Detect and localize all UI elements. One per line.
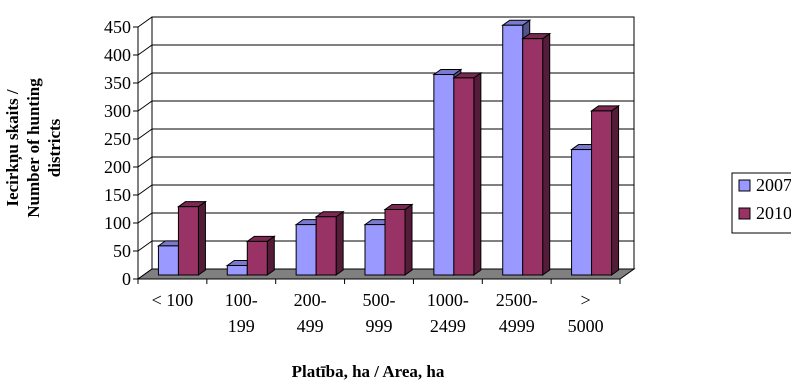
y-tick-label: 0 [122,269,131,289]
side-gridline [137,212,153,224]
x-tick-label-line: 1000- [427,290,469,310]
bar-front-face [246,240,268,276]
x-tick-label: 500- 999 [363,290,396,336]
y-tick-label: 200 [104,157,131,177]
bar-side-face [404,203,413,276]
bars [156,19,621,276]
x-tick-label-line: > [580,290,590,310]
y-tick-label: 300 [104,101,131,121]
side-gridline [137,72,153,84]
bar-side-face [266,235,275,276]
x-tick-label-line: < 100 [152,290,194,310]
y-tick-label: 400 [104,45,131,65]
bar-front-face [502,24,524,276]
legend-swatch [738,207,751,220]
bar-2010 [383,203,414,276]
y-tick-label: 350 [104,73,131,93]
bar-front-face [226,264,248,276]
bar-2010 [314,210,345,276]
x-tick-label-line: 4999 [499,316,535,336]
bar-front-face [384,208,406,276]
bar-side-face [611,104,620,276]
x-tick-label: >5000 [568,290,604,336]
bar-2010 [452,71,483,276]
bar-front-face [453,77,475,276]
x-tick-label-line: 499 [297,316,324,336]
x-axis: < 100 100- 199 200- 499 500- 999 1000- 2499 2500-… [137,278,621,336]
x-tick-label-line: 200- [294,290,327,310]
side-gridline [137,240,153,252]
legend-swatch [738,179,751,192]
y-tick-label: 250 [104,129,131,149]
bar-front-face [157,245,179,276]
bar-2010 [176,200,207,276]
y-tick-label: 150 [104,185,131,205]
bar-front-face [364,224,386,276]
bar-2010 [245,235,276,276]
y-axis-title-line: Number of hunting [24,78,43,218]
bar-2010 [590,104,621,276]
x-tick-label: 2500- 4999 [496,290,538,336]
bar-front-face [177,206,199,276]
bar-side-face [542,32,551,276]
y-axis-title-line: districts [45,118,64,177]
side-gridline [137,128,153,140]
side-gridline [137,100,153,112]
y-tick-label: 450 [104,17,131,37]
bar-front-face [522,38,544,276]
x-tick-label: < 100 [152,290,194,310]
y-tick-label: 50 [113,241,131,261]
bar-side-face [335,210,344,276]
bar-2010 [521,32,552,276]
x-tick-label-line: 199 [228,316,255,336]
y-axis-title-line: Iecirkņu skaits / [3,89,23,206]
legend-label: 2010 [756,203,791,223]
side-gridline [137,44,153,56]
x-tick-label-line: 500- [363,290,396,310]
x-tick-label: 1000- 2499 [427,290,469,336]
x-tick-label-line: 2499 [430,316,466,336]
side-gridline [137,16,153,28]
x-tick-label-line: 2500- [496,290,538,310]
bar-front-face [591,110,613,276]
y-axis-title: Iecirkņu skaits / Number of hunting distri… [3,78,64,218]
y-tick-label: 100 [104,213,131,233]
y-axis: 0 50 100 150 200 250 300 350 400 450 [104,17,139,289]
bar-side-face [197,200,206,276]
bar-front-face [315,216,337,276]
legend-label: 2007 [756,175,791,195]
bar-front-face [295,224,317,276]
side-gridline [137,156,153,168]
legend: 2007 2010 [731,172,791,234]
x-tick-label: 100- 199 [225,290,258,336]
x-tick-label-line: 100- [225,290,258,310]
bar-front-face [433,74,455,276]
x-tick-label: 200- 499 [294,290,327,336]
side-gridline [137,184,153,196]
bar-front-face [571,149,593,276]
bar-side-face [473,71,482,276]
x-axis-title: Platība, ha / Area, ha [292,362,445,381]
x-tick-label-line: 5000 [568,316,604,336]
x-tick-label-line: 999 [366,316,393,336]
